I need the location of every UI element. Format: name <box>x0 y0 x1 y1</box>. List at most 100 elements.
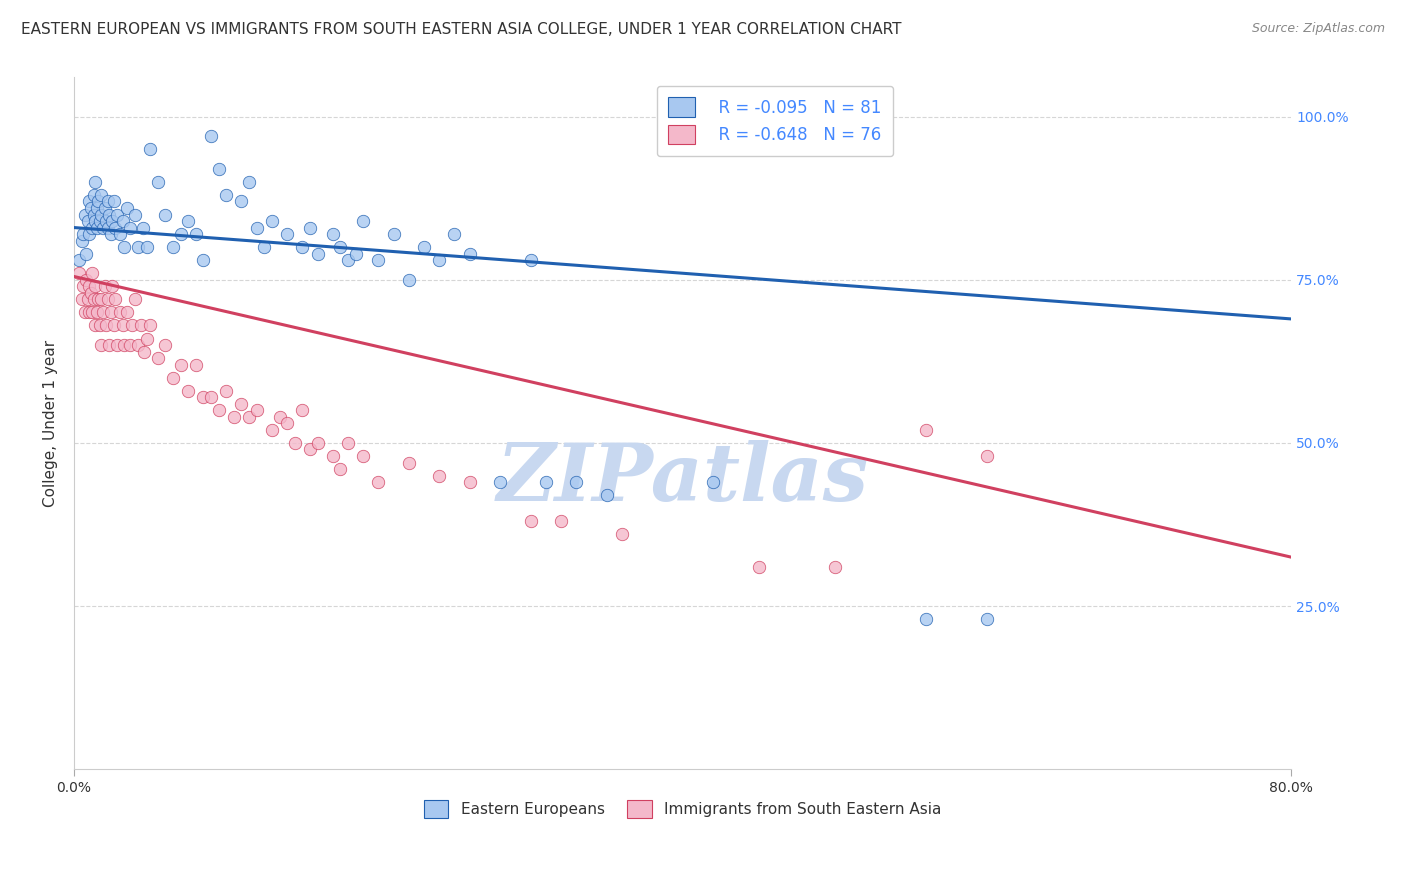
Point <box>124 293 146 307</box>
Point <box>976 449 998 463</box>
Point <box>105 207 128 221</box>
Point <box>104 220 127 235</box>
Point <box>344 246 367 260</box>
Point <box>91 305 114 319</box>
Point <box>73 305 96 319</box>
Point <box>84 175 107 189</box>
Point <box>276 227 298 241</box>
Point <box>112 338 135 352</box>
Point <box>155 338 177 352</box>
Point <box>101 279 124 293</box>
Point <box>565 475 588 489</box>
Point <box>72 279 94 293</box>
Point <box>79 305 101 319</box>
Point <box>238 175 260 189</box>
Point <box>231 194 253 209</box>
Point <box>748 560 770 574</box>
Point <box>215 188 238 202</box>
Point <box>398 456 420 470</box>
Point <box>75 273 97 287</box>
Point <box>824 129 846 144</box>
Point <box>136 240 159 254</box>
Point <box>291 240 314 254</box>
Point <box>336 436 359 450</box>
Point <box>127 240 149 254</box>
Point <box>260 214 283 228</box>
Point <box>98 207 121 221</box>
Point <box>84 279 107 293</box>
Point <box>367 253 389 268</box>
Point <box>117 305 139 319</box>
Point <box>427 468 450 483</box>
Point <box>824 560 846 574</box>
Point <box>329 462 352 476</box>
Point <box>458 246 481 260</box>
Point <box>98 338 121 352</box>
Point <box>80 285 103 300</box>
Point <box>489 475 512 489</box>
Point <box>103 318 125 333</box>
Point <box>231 397 253 411</box>
Point <box>75 246 97 260</box>
Point <box>352 449 374 463</box>
Point <box>76 214 98 228</box>
Point <box>200 129 222 144</box>
Point <box>76 293 98 307</box>
Point <box>398 273 420 287</box>
Point <box>86 220 108 235</box>
Point <box>200 390 222 404</box>
Point <box>80 201 103 215</box>
Point <box>82 266 104 280</box>
Point <box>276 417 298 431</box>
Point <box>169 358 191 372</box>
Point <box>222 409 245 424</box>
Point <box>73 207 96 221</box>
Point <box>112 240 135 254</box>
Point <box>82 220 104 235</box>
Point <box>79 279 101 293</box>
Point <box>83 188 105 202</box>
Point <box>307 436 329 450</box>
Point <box>162 240 184 254</box>
Point <box>260 423 283 437</box>
Point <box>90 207 112 221</box>
Point <box>413 240 436 254</box>
Point <box>139 318 162 333</box>
Point <box>136 332 159 346</box>
Point <box>336 253 359 268</box>
Point <box>89 318 111 333</box>
Point <box>146 175 169 189</box>
Point <box>83 207 105 221</box>
Point <box>976 612 998 626</box>
Point <box>90 293 112 307</box>
Point <box>382 227 405 241</box>
Point <box>87 194 110 209</box>
Point <box>83 293 105 307</box>
Point <box>298 220 321 235</box>
Point <box>82 305 104 319</box>
Point <box>534 475 557 489</box>
Point <box>67 253 90 268</box>
Point <box>108 227 131 241</box>
Point <box>139 142 162 156</box>
Point <box>101 214 124 228</box>
Point <box>915 423 938 437</box>
Point <box>104 293 127 307</box>
Point <box>427 253 450 268</box>
Point <box>246 403 269 417</box>
Point <box>291 403 314 417</box>
Point <box>322 449 344 463</box>
Point <box>108 305 131 319</box>
Point <box>79 194 101 209</box>
Point <box>84 214 107 228</box>
Point <box>129 318 152 333</box>
Point <box>94 214 117 228</box>
Point <box>121 318 143 333</box>
Point <box>367 475 389 489</box>
Point <box>90 188 112 202</box>
Point <box>329 240 352 254</box>
Point <box>67 266 90 280</box>
Point <box>458 475 481 489</box>
Point <box>208 403 231 417</box>
Point <box>94 318 117 333</box>
